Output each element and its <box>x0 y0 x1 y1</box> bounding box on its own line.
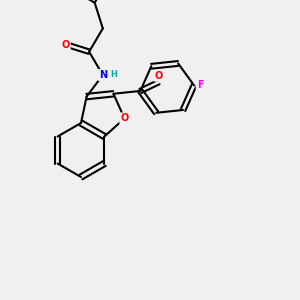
Text: N: N <box>99 70 107 80</box>
Text: F: F <box>197 80 203 90</box>
Text: O: O <box>154 71 163 81</box>
Text: O: O <box>61 40 70 50</box>
Text: O: O <box>120 113 129 123</box>
Text: H: H <box>110 70 117 80</box>
